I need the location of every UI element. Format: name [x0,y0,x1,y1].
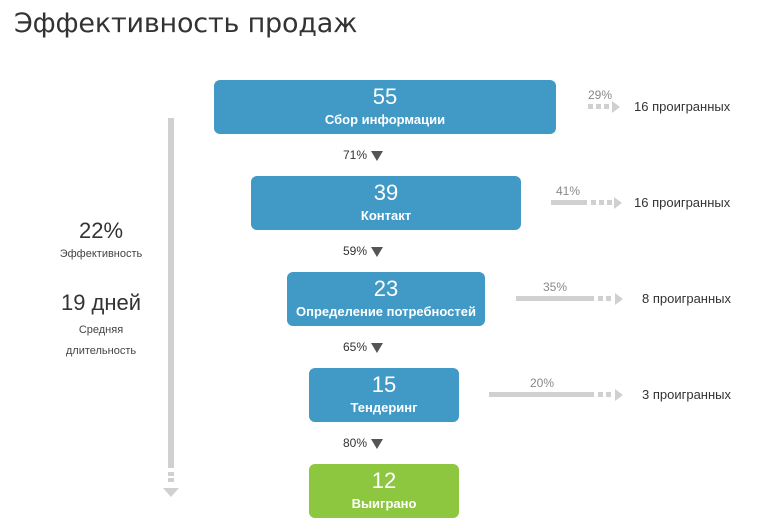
stage-label: Сбор информации [324,112,446,127]
loss-count: 16 проигранных [634,195,731,210]
loss-arrow-dash [604,104,609,109]
stage-count: 23 [373,276,399,301]
conversion-value: 80% [343,436,368,450]
duration-label-line2: длительность [65,345,137,357]
conversion-value: 71% [343,148,368,162]
down-arrow-icon [371,150,384,161]
conversion-value: 59% [343,244,368,258]
loss-arrow-icon [615,293,623,305]
loss-arrow-line [551,200,587,205]
duration-value: 19 дней [60,290,142,315]
loss-arrow-dash [606,392,611,397]
loss-arrow-dash [598,392,603,397]
stage-label: Выиграно [351,496,417,511]
loss-arrow-line [489,392,594,397]
conversion-rate: 71% [343,148,384,162]
conversion-rate: 80% [343,436,384,450]
loss-count: 3 проигранных [642,387,732,402]
conversion-value: 65% [343,340,368,354]
stage-count: 12 [371,468,397,493]
duration-label-line1: Средняя [78,324,124,336]
loss-percent: 41% [556,184,581,198]
stage-tendering[interactable]: 15 Тендеринг [309,368,459,422]
timeline-arrow-dash [168,472,174,476]
loss-arrow-dash [606,296,611,301]
loss-percent: 29% [588,88,613,102]
stage-contact[interactable]: 39 Контакт [251,176,521,230]
duration-stat: 19 дней Средняя длительность [40,290,162,362]
loss-count: 8 проигранных [642,291,732,306]
stage-label: Тендеринг [350,400,418,415]
stage-label: Контакт [360,208,412,223]
loss-percent: 20% [530,376,555,390]
loss-percent: 35% [543,280,568,294]
loss-arrow-dash [596,104,601,109]
efficiency-label: Эффективность [59,248,143,260]
loss-arrow-line [516,296,594,301]
down-arrow-icon [371,438,384,449]
loss-arrow-dash [598,296,603,301]
down-arrow-icon [371,246,384,257]
loss-arrow-icon [614,197,622,209]
stage-information-gathering[interactable]: 55 Сбор информации [214,80,556,134]
loss-arrow-dash [591,200,596,205]
conversion-rate: 65% [343,340,384,354]
stage-label: Определение потребностей [296,304,476,319]
stage-count: 55 [372,84,398,109]
loss-arrow-icon [615,389,623,401]
stage-count: 39 [373,180,399,205]
loss-arrow-dash [588,104,593,109]
loss-arrow-icon [612,101,620,113]
timeline-arrow-head-icon [163,488,179,497]
efficiency-value: 22% [78,218,124,243]
conversion-rate: 59% [343,244,384,258]
stage-count: 15 [371,372,397,397]
stage-needs-definition[interactable]: 23 Определение потребностей [287,272,485,326]
loss-count: 16 проигранных [634,99,731,114]
timeline-arrow-dash [168,478,174,482]
stage-won[interactable]: 12 Выиграно [309,464,459,518]
timeline-arrow [168,118,174,468]
loss-arrow-dash [607,200,612,205]
down-arrow-icon [371,342,384,353]
page-title: Эффективность продаж [14,8,358,39]
efficiency-stat: 22% Эффективность [40,218,162,265]
duration-label: Средняя длительность [40,320,162,362]
loss-arrow-dash [599,200,604,205]
